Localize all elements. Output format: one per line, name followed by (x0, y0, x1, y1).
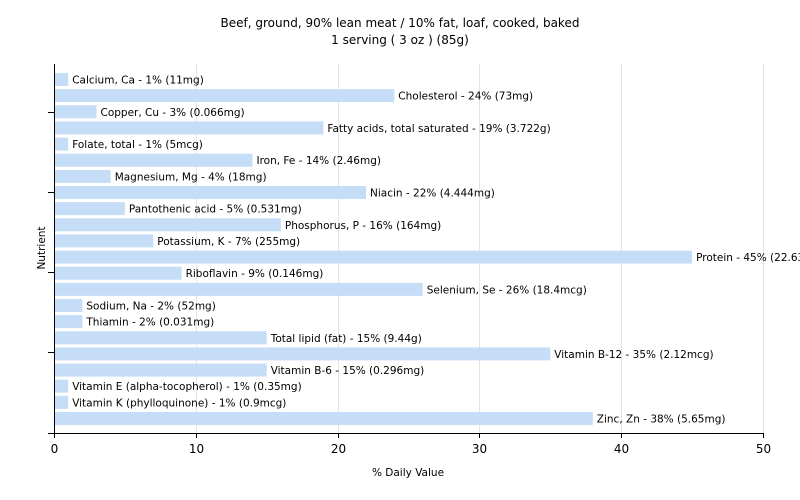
x-tick-label-40: 40 (614, 442, 629, 456)
bar-label-8: Pantothenic acid - 5% (0.531mg) (129, 204, 302, 216)
bar-label-13: Selenium, Se - 26% (18.4mcg) (427, 284, 587, 296)
bar-label-19: Vitamin E (alpha-tocopherol) - 1% (0.35m… (72, 381, 302, 393)
bar-label-14: Sodium, Na - 2% (52mg) (86, 301, 215, 313)
bar-label-0: Calcium, Ca - 1% (11mg) (72, 75, 204, 87)
x-tick-label-0: 0 (51, 442, 59, 456)
bar-4 (55, 137, 69, 151)
x-axis-label: % Daily Value (372, 467, 444, 479)
x-tick-label-50: 50 (756, 442, 771, 456)
bar-12 (55, 266, 182, 280)
bar-16 (55, 331, 267, 345)
bar-label-5: Iron, Fe - 14% (2.46mg) (257, 155, 381, 167)
bar-label-9: Phosphorus, P - 16% (164mg) (285, 220, 441, 232)
bar-10 (55, 234, 154, 248)
bar-label-6: Magnesium, Mg - 4% (18mg) (115, 171, 267, 183)
bar-17 (55, 347, 551, 361)
bar-0 (55, 73, 69, 86)
bar-14 (55, 299, 83, 312)
y-axis-label: Nutrient (36, 226, 48, 269)
bar-5 (55, 153, 253, 167)
bar-label-21: Zinc, Zn - 38% (5.65mg) (597, 414, 726, 426)
bar-label-20: Vitamin K (phylloquinone) - 1% (0.9mcg) (72, 397, 286, 409)
x-tick-label-20: 20 (331, 442, 346, 456)
bar-9 (55, 218, 281, 232)
bar-label-4: Folate, total - 1% (5mcg) (72, 139, 203, 151)
bar-3 (55, 121, 324, 135)
bar-label-2: Copper, Cu - 3% (0.066mg) (101, 107, 245, 119)
bar-label-16: Total lipid (fat) - 15% (9.44g) (270, 333, 422, 345)
bar-21 (55, 412, 593, 425)
bar-label-18: Vitamin B-6 - 15% (0.296mg) (271, 365, 425, 377)
bar-8 (55, 202, 125, 216)
bar-19 (55, 379, 69, 393)
bar-18 (55, 363, 267, 377)
bar-label-17: Vitamin B-12 - 35% (2.12mcg) (554, 349, 713, 361)
axis-layer: 0 10 20 30 40 50 (48, 64, 771, 456)
grid-layer (196, 64, 764, 433)
bar-7 (55, 186, 366, 199)
chart-subtitle: 1 serving ( 3 oz ) (85g) (331, 33, 469, 47)
bar-label-1: Cholesterol - 24% (73mg) (398, 91, 533, 103)
bar-15 (55, 315, 83, 329)
bar-11 (55, 250, 693, 264)
bar-layer: Calcium, Ca - 1% (11mg) Cholesterol - 24%… (55, 73, 800, 426)
bar-label-15: Thiamin - 2% (0.031mg) (85, 317, 214, 329)
x-tick-label-30: 30 (472, 442, 487, 456)
bar-label-11: Protein - 45% (22.63g) (696, 252, 800, 264)
bar-label-10: Potassium, K - 7% (255mg) (157, 236, 300, 248)
x-tick-label-10: 10 (189, 442, 204, 456)
bar-label-12: Riboflavin - 9% (0.146mg) (186, 268, 324, 280)
bar-13 (55, 282, 423, 296)
bar-label-3: Fatty acids, total saturated - 19% (3.72… (327, 123, 550, 135)
bar-2 (55, 105, 97, 119)
bar-6 (55, 169, 111, 183)
bar-20 (55, 395, 69, 409)
bar-1 (55, 89, 395, 103)
chart-title: Beef, ground, 90% lean meat / 10% fat, l… (221, 16, 580, 30)
bar-label-7: Niacin - 22% (4.444mg) (370, 188, 495, 200)
